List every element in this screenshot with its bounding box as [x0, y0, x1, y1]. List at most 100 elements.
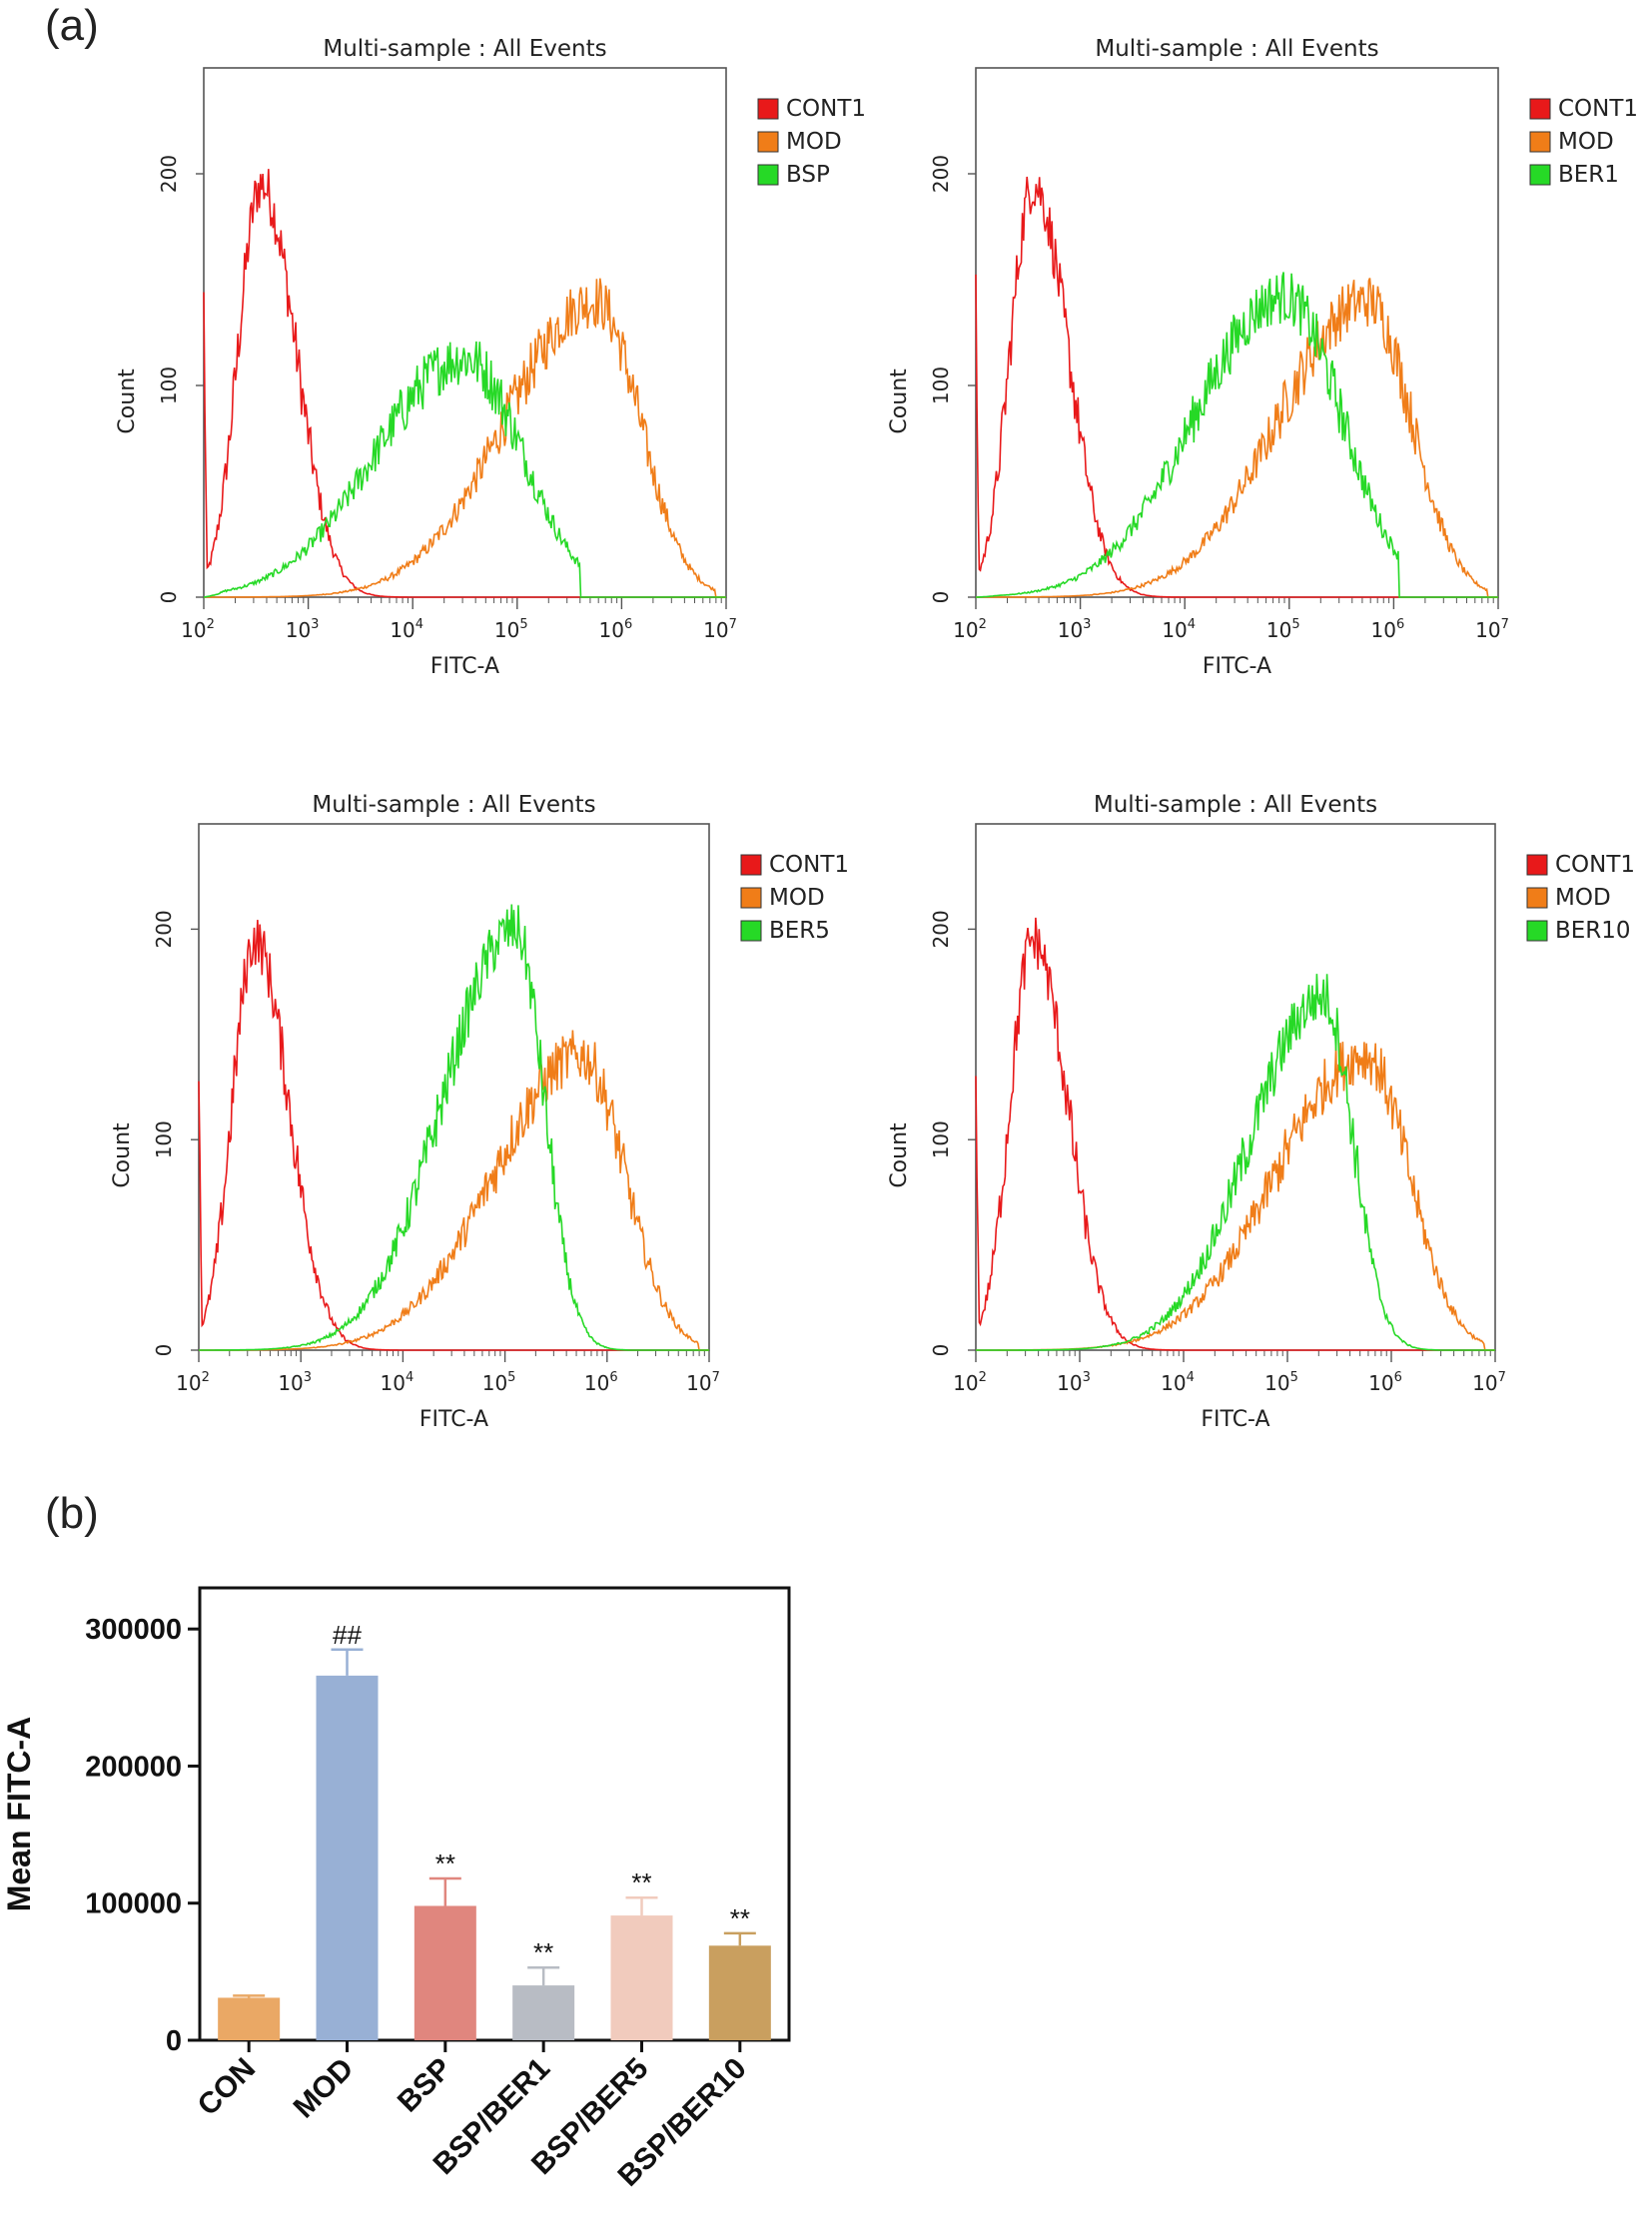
bar-bsp-ber10 [708, 1945, 771, 2040]
x-tick-exponent: 4 [1187, 1370, 1195, 1385]
x-tick-label: 104 [381, 1370, 414, 1395]
x-tick-base: 10 [1264, 1371, 1289, 1395]
y-tick-label: 100 [929, 1120, 953, 1158]
legend-swatch-mod [740, 887, 762, 909]
x-tick-base: 10 [494, 618, 519, 642]
x-tick-exponent: 2 [202, 1370, 210, 1385]
plot-frame [198, 823, 710, 1351]
legend-swatch-mod [757, 131, 779, 153]
x-tick-label: 103 [286, 617, 320, 642]
category-label: CON [192, 2052, 262, 2122]
series-mod-line [204, 278, 726, 598]
histogram-panels: Multi-sample : All Events FITC-A Count 0 100… [110, 36, 1638, 1432]
x-tick-label: 102 [953, 1370, 987, 1395]
legend-label-mod: MOD [769, 885, 825, 911]
x-tick-label: 106 [1368, 1370, 1402, 1395]
y-axis-label: Count [115, 369, 140, 434]
bar-mod [316, 1675, 379, 2040]
y-tick-label: 100 [152, 1120, 176, 1158]
x-tick-label: 105 [482, 1370, 516, 1395]
x-tick-label: 105 [494, 617, 528, 642]
x-tick-label: 104 [1162, 617, 1196, 642]
legend-label-mod: MOD [1558, 129, 1614, 155]
category-label: MOD [288, 2052, 361, 2125]
x-tick-base: 10 [1266, 618, 1291, 642]
histogram-panel-1: Multi-sample : All Events FITC-A Count 0 100… [115, 36, 866, 679]
x-tick-base: 10 [703, 618, 728, 642]
y-tick-label: 100 [157, 367, 181, 404]
bar-bsp-ber5 [610, 1915, 673, 2040]
x-axis-label: FITC-A [1201, 1407, 1269, 1432]
legend-swatch-mod [1529, 131, 1551, 153]
x-axis-label: FITC-A [1203, 654, 1271, 679]
x-axis-label: FITC-A [430, 654, 499, 679]
series-mod-line [199, 1030, 709, 1351]
bar-y-tick-label: 100000 [85, 1888, 182, 1920]
legend-label-sample: BER5 [769, 918, 830, 944]
series-mod-line [976, 1042, 1495, 1351]
x-tick-exponent: 6 [624, 617, 632, 632]
x-tick-base: 10 [1368, 1371, 1393, 1395]
series-cont-line [203, 169, 726, 598]
legend-swatch-mod [1526, 887, 1548, 909]
x-tick-base: 10 [1162, 618, 1187, 642]
x-tick-exponent: 2 [207, 617, 215, 632]
x-tick-label: 105 [1264, 1370, 1298, 1395]
series-cont-line [198, 920, 709, 1351]
x-tick-label: 103 [278, 1370, 312, 1395]
histogram-panel-4: Multi-sample : All Events FITC-A Count 0 100… [887, 792, 1635, 1432]
legend-swatch-sample [757, 164, 779, 186]
x-tick-exponent: 7 [712, 1370, 720, 1385]
bar-y-tick-label: 300000 [85, 1614, 182, 1646]
x-tick-exponent: 2 [979, 1370, 987, 1385]
histogram-panel-3: Multi-sample : All Events FITC-A Count 0 100… [110, 792, 849, 1432]
bar-y-tick-label: 200000 [85, 1751, 182, 1783]
bar-con [218, 1997, 281, 2040]
x-tick-label: 104 [1161, 1370, 1195, 1395]
x-tick-label: 107 [703, 617, 737, 642]
legend-swatch-sample [1529, 164, 1551, 186]
chart-title: Multi-sample : All Events [1095, 36, 1378, 62]
x-tick-label: 104 [390, 617, 423, 642]
panel-b-label: (b) [45, 1489, 99, 1538]
legend-label-sample: BSP [786, 162, 830, 188]
x-tick-base: 10 [1161, 1371, 1186, 1395]
significance-marker: ** [631, 1867, 651, 1897]
series-sample-line [199, 904, 709, 1351]
x-tick-exponent: 3 [1083, 617, 1091, 632]
chart-title: Multi-sample : All Events [1094, 792, 1377, 818]
x-tick-label: 102 [953, 617, 987, 642]
y-tick-label: 0 [152, 1344, 176, 1357]
significance-marker: ## [333, 1620, 362, 1650]
x-tick-base: 10 [1371, 618, 1396, 642]
y-tick-label: 200 [157, 155, 181, 193]
y-axis-label: Count [887, 369, 912, 434]
y-tick-label: 100 [929, 367, 953, 404]
x-tick-exponent: 5 [1291, 617, 1299, 632]
x-tick-base: 10 [953, 1371, 978, 1395]
x-tick-exponent: 4 [1188, 617, 1196, 632]
x-tick-label: 107 [1475, 617, 1509, 642]
x-tick-exponent: 7 [1498, 1370, 1506, 1385]
x-tick-exponent: 3 [1083, 1370, 1091, 1385]
x-tick-label: 106 [599, 617, 633, 642]
bar-y-tick-label: 0 [166, 2025, 182, 2057]
x-axis-label: FITC-A [419, 1407, 488, 1432]
x-tick-exponent: 5 [1290, 1370, 1298, 1385]
bar-bsp-ber1 [512, 1985, 575, 2040]
y-tick-label: 200 [152, 910, 176, 948]
x-tick-base: 10 [584, 1371, 609, 1395]
x-tick-base: 10 [176, 1371, 201, 1395]
x-tick-exponent: 2 [979, 617, 987, 632]
x-tick-label: 106 [1371, 617, 1405, 642]
legend-label-cont: CONT1 [1555, 852, 1635, 878]
y-axis-label: Count [110, 1122, 135, 1188]
x-tick-base: 10 [953, 618, 978, 642]
legend-swatch-sample [740, 920, 762, 942]
x-tick-exponent: 3 [304, 1370, 312, 1385]
legend-swatch-cont [1529, 98, 1551, 120]
series-mod-line [976, 278, 1498, 598]
x-tick-label: 102 [176, 1370, 210, 1395]
bar-bsp [413, 1905, 476, 2040]
